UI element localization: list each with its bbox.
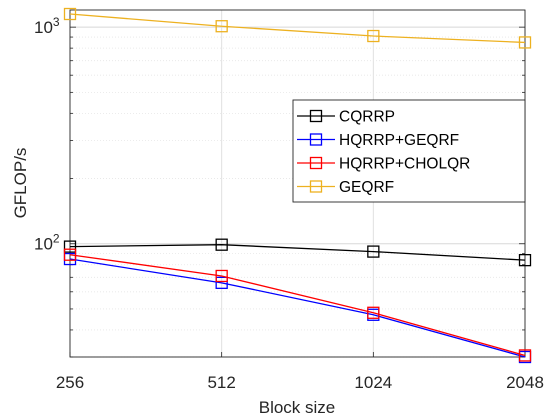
y-tick-label: 102	[34, 232, 60, 254]
x-tick-label: 256	[56, 373, 84, 392]
legend-label-hqrrp-cholqr: HQRRP+CHOLQR	[339, 156, 470, 173]
legend-label-geqrf: GEQRF	[339, 179, 394, 196]
x-tick-label: 512	[207, 373, 235, 392]
y-tick-label: 103	[34, 15, 60, 37]
x-tick-label: 2048	[506, 373, 544, 392]
x-axis-label: Block size	[259, 398, 336, 417]
legend: CQRRP HQRRP+GEQRF HQRRP+CHOLQR GEQRF	[293, 100, 525, 202]
x-tick-label: 1024	[354, 373, 392, 392]
y-axis-label: GFLOP/s	[11, 148, 30, 219]
legend-label-hqrrp-geqrf: HQRRP+GEQRF	[339, 132, 459, 149]
legend-label-cqrrp: CQRRP	[339, 109, 395, 126]
